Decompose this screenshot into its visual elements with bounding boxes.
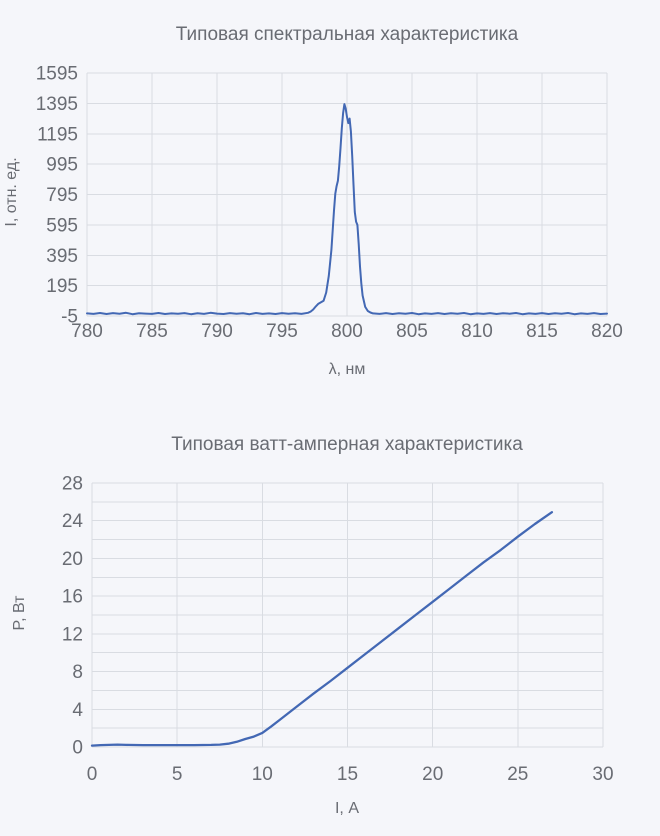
x-tick-label: 5 bbox=[172, 764, 183, 785]
x-axis-title: λ, нм bbox=[329, 361, 366, 378]
y-tick-label: 595 bbox=[46, 215, 78, 236]
chart-title: Типовая ватт-амперная характеристика bbox=[171, 434, 523, 455]
x-tick-label: 25 bbox=[507, 764, 528, 785]
y-tick-label: 24 bbox=[62, 511, 84, 532]
x-tick-label: 815 bbox=[526, 321, 558, 342]
x-tick-label: 790 bbox=[201, 321, 233, 342]
y-tick-label: 0 bbox=[72, 738, 83, 759]
y-tick-label: -5 bbox=[61, 307, 78, 328]
spectral-chart-figure: -5 195 395 595 795 995 1195 1395 1595 780 785 790 79… bbox=[3, 24, 623, 378]
x-tick-label: 810 bbox=[461, 321, 493, 342]
x-tick-label: 800 bbox=[331, 321, 363, 342]
y-tick-label: 795 bbox=[46, 185, 78, 206]
y-axis-title: P, Вт bbox=[11, 595, 28, 631]
y-tick-label: 195 bbox=[46, 276, 78, 297]
x-tick-label: 15 bbox=[337, 764, 358, 785]
y-tick-label: 395 bbox=[46, 246, 78, 267]
x-tick-label: 805 bbox=[396, 321, 428, 342]
x-tick-label: 10 bbox=[252, 764, 273, 785]
x-tick-label: 30 bbox=[592, 764, 613, 785]
y-tick-label: 1395 bbox=[36, 94, 78, 115]
grid-layer bbox=[86, 72, 608, 317]
y-tick-label: 1595 bbox=[36, 64, 78, 85]
x-tick-label: 780 bbox=[71, 321, 103, 342]
x-tick-label: 0 bbox=[87, 764, 98, 785]
grid-layer bbox=[91, 482, 604, 748]
x-tick-label: 820 bbox=[591, 321, 623, 342]
y-tick-label: 1195 bbox=[37, 124, 78, 145]
y-tick-label: 8 bbox=[72, 662, 83, 683]
x-tick-label: 20 bbox=[422, 764, 443, 785]
y-axis-title: I, отн. ед. bbox=[3, 157, 20, 226]
y-tick-label: 28 bbox=[62, 474, 83, 495]
tick-layer: 0 4 8 12 16 20 24 28 0 5 10 15 20 25 30 bbox=[62, 474, 614, 786]
chart-title: Типовая спектральная характеристика bbox=[176, 24, 519, 45]
y-tick-label: 995 bbox=[46, 155, 78, 176]
wattampere-chart-figure: 0 4 8 12 16 20 24 28 0 5 10 15 20 25 30 Типовая ватт-а… bbox=[11, 434, 614, 817]
y-tick-label: 12 bbox=[62, 624, 83, 645]
y-tick-label: 16 bbox=[62, 587, 83, 608]
y-tick-label: 4 bbox=[72, 700, 83, 721]
x-tick-label: 795 bbox=[266, 321, 298, 342]
x-axis-title: I, А bbox=[335, 800, 359, 817]
data-series-line bbox=[90, 511, 554, 747]
tick-layer: -5 195 395 595 795 995 1195 1395 1595 780 785 790 79… bbox=[36, 64, 623, 343]
x-tick-label: 785 bbox=[136, 321, 168, 342]
y-tick-label: 20 bbox=[62, 549, 83, 570]
data-series-line bbox=[86, 103, 608, 316]
